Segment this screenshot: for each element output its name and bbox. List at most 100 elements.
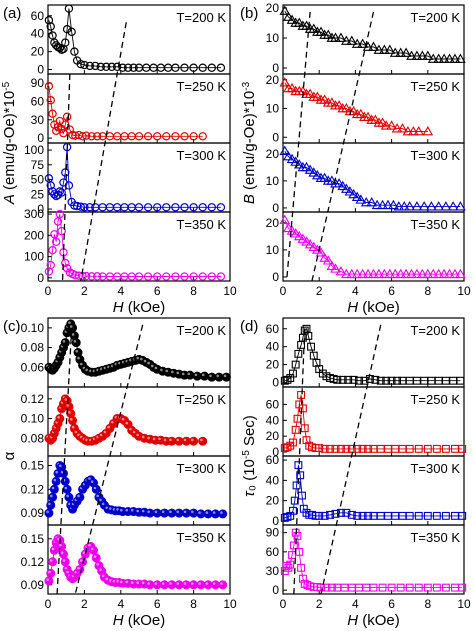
data-point (353, 511, 362, 520)
data-point-highlight (141, 435, 145, 439)
temperature-label: T=250 K (410, 392, 460, 407)
data-point (337, 180, 349, 191)
data-point (290, 228, 302, 238)
data-point (171, 63, 180, 72)
data-point (44, 174, 54, 183)
data-point (298, 491, 306, 500)
y-axis-label-tail: Sec) (241, 415, 258, 450)
data-point (438, 53, 450, 63)
y-tick-label: 60 (266, 322, 280, 336)
data-point (407, 125, 419, 136)
y-axis-label-text: ₀ (10 (241, 459, 258, 491)
data-point (414, 444, 423, 453)
y-tick-label: 0 (37, 131, 44, 145)
data-point (444, 268, 455, 279)
data-point (404, 201, 416, 211)
data-point (221, 372, 231, 382)
data-point (62, 142, 72, 152)
data-point (216, 272, 226, 281)
data-point-highlight (110, 420, 114, 424)
y-tick-label: 60 (31, 94, 45, 108)
y-tick-label: 0 (272, 130, 279, 144)
data-point (57, 188, 66, 197)
y-tick-label: 40 (266, 413, 280, 427)
data-point (307, 342, 316, 351)
data-point-highlight (64, 486, 68, 490)
data-point-highlight (107, 425, 110, 429)
y-tick-label: 0.09 (21, 506, 45, 520)
y-tick-label: 75 (31, 158, 45, 172)
x-tick-label: 6 (388, 597, 395, 611)
data-point (338, 375, 347, 384)
data-point (389, 268, 401, 279)
data-point (326, 510, 335, 519)
data-point (198, 63, 207, 72)
subplot-t-200-k: 0 20 40 60 T=200 K (266, 317, 465, 390)
data-point-highlight (60, 551, 64, 555)
data-point-highlight (66, 570, 69, 574)
data-point (427, 53, 439, 63)
x-tick-label: 0 (45, 284, 52, 298)
data-point (283, 222, 294, 233)
data-point-highlight (55, 470, 59, 474)
data-point (286, 511, 295, 520)
y-tick-label: 40 (31, 27, 45, 41)
subplot-t-250-k: 0 10 20 T=250 K (266, 73, 465, 144)
data-point (351, 191, 363, 201)
data-point (387, 583, 396, 592)
panel-label: (d) (240, 318, 258, 335)
data-point (304, 331, 313, 340)
data-point (368, 268, 379, 279)
data-point-highlight (201, 373, 205, 377)
data-point (386, 120, 397, 130)
data-point (60, 557, 70, 567)
data-point (360, 376, 369, 385)
data-point (384, 44, 396, 54)
data-point (286, 153, 298, 164)
data-point-highlight (82, 551, 86, 555)
x-tick-label: 4 (117, 597, 124, 611)
data-point-highlight (109, 579, 112, 582)
data-point (440, 201, 452, 211)
data-point-highlight (105, 577, 109, 581)
data-point-highlight (200, 438, 203, 442)
data-point (312, 91, 323, 101)
data-point (50, 230, 59, 239)
data-point-highlight (88, 477, 91, 480)
subplot-t-300-k: 0.09 0.12 0.15 T=300 K (21, 455, 231, 526)
data-point-highlight (68, 321, 71, 324)
data-point (64, 492, 74, 502)
data-point-highlight (154, 510, 158, 514)
y-tick-label: 20 (266, 216, 280, 230)
data-point (319, 252, 330, 262)
data-point (49, 484, 59, 494)
data-point (405, 444, 414, 453)
x-axis-label-unit: (kOe) (358, 299, 400, 316)
data-point (319, 172, 330, 183)
data-point (400, 47, 412, 57)
data-point (123, 63, 133, 72)
data-point-highlight (60, 470, 64, 474)
data-point-highlight (198, 582, 201, 585)
y-tick-label: 0.08 (21, 341, 45, 355)
data-point-highlight (209, 374, 212, 378)
data-point (171, 203, 180, 212)
data-point (335, 32, 347, 42)
y-tick-label: 20 (266, 73, 280, 87)
data-point-highlight (176, 582, 180, 585)
data-point (118, 63, 127, 72)
data-point (308, 167, 320, 177)
subplot-frame (47, 524, 231, 595)
data-point (91, 553, 101, 563)
temperature-label: T=300 K (176, 148, 226, 163)
x-axis-label: H (kOe) (113, 612, 166, 629)
data-point-highlight (120, 508, 123, 512)
data-point (405, 511, 414, 520)
y-tick-label: 40 (266, 340, 280, 354)
data-point (298, 574, 307, 583)
data-point-highlight (93, 486, 97, 490)
data-point (286, 14, 298, 24)
data-point-highlight (181, 372, 185, 376)
data-point-highlight (220, 511, 223, 514)
data-point-highlight (150, 364, 154, 368)
